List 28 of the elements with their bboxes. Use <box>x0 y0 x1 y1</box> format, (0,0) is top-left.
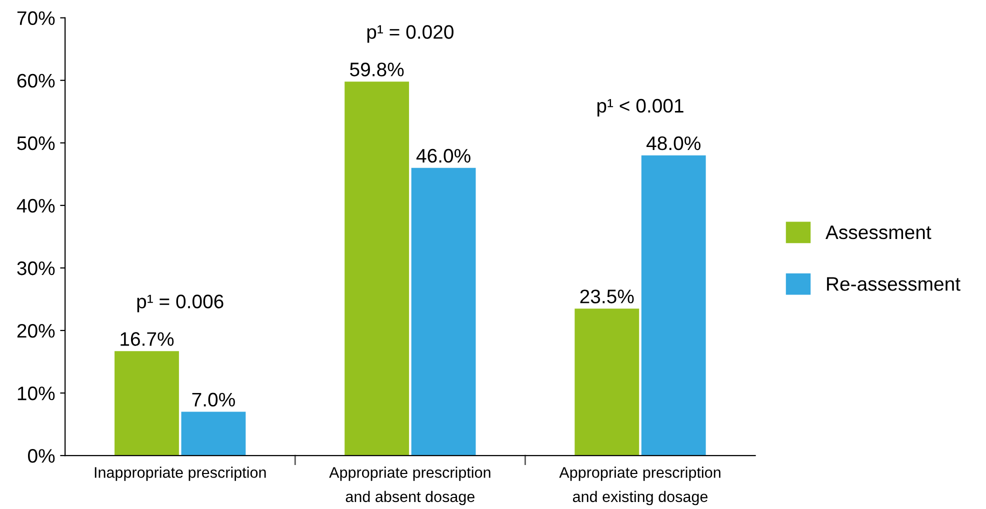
x-tick-label: Inappropriate prescription <box>94 466 266 481</box>
annotation: p¹ = 0.006 <box>137 294 224 312</box>
x-tick-label: Appropriate prescription and existing dosage <box>559 466 720 506</box>
data-label: 59.8% <box>350 62 404 76</box>
data-label: 46.0% <box>416 148 470 163</box>
y-tick-label: 10% <box>18 386 55 400</box>
y-tick-label: 30% <box>17 261 55 276</box>
bar <box>344 82 410 456</box>
bar <box>641 155 706 456</box>
y-tick-label: 70% <box>17 11 55 26</box>
bar <box>411 168 476 456</box>
y-tick-label: 0% <box>28 449 55 463</box>
y-tick-label: 40% <box>16 198 55 213</box>
y-tick-label: 50% <box>17 136 55 150</box>
annotation: p¹ < 0.001 <box>597 98 684 116</box>
y-tick-label: 20% <box>17 324 55 338</box>
x-tick-label: Appropriate prescription and absent dosage <box>329 466 490 506</box>
y-tick-label: 60% <box>17 74 55 88</box>
legend-label: Re-assessment <box>827 277 960 291</box>
bar <box>181 412 246 456</box>
data-label: 16.7% <box>120 332 174 346</box>
bar <box>574 308 640 456</box>
legend-label: Assessment <box>826 226 932 240</box>
annotation: p¹ = 0.020 <box>367 25 454 43</box>
data-label: 48.0% <box>646 136 700 150</box>
data-label: 23.5% <box>580 290 634 304</box>
bar <box>114 351 179 456</box>
data-label: 7.0% <box>192 392 235 407</box>
